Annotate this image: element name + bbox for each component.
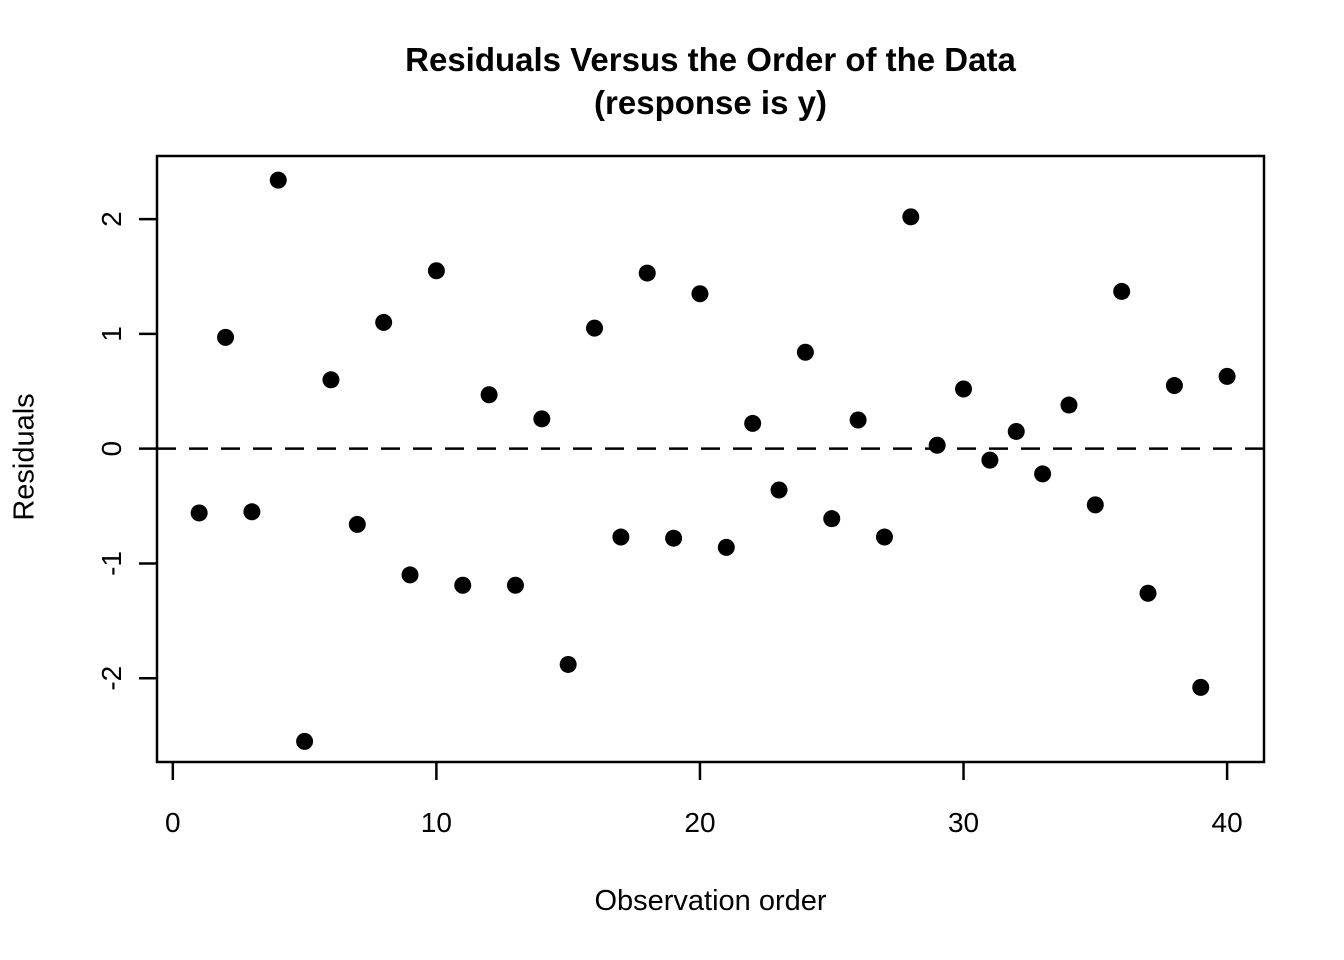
chart-title-line1: Residuals Versus the Order of the Data [405, 41, 1016, 78]
data-point [480, 386, 498, 404]
x-axis-tick-label: 0 [165, 807, 181, 838]
data-point [269, 171, 287, 189]
data-point [1165, 377, 1183, 395]
y-axis-tick-label: 2 [96, 211, 127, 227]
y-axis-tick-label: 1 [96, 326, 127, 342]
data-point [401, 566, 419, 584]
data-point [427, 262, 445, 280]
data-point [586, 319, 604, 337]
data-point [559, 655, 577, 673]
data-point [533, 410, 551, 428]
data-point [1034, 465, 1052, 483]
x-axis-tick-label: 10 [421, 807, 452, 838]
data-point [296, 732, 314, 750]
x-axis-tick-label: 30 [948, 807, 979, 838]
data-point [902, 208, 920, 226]
data-point [875, 528, 893, 546]
data-point [638, 264, 656, 282]
y-axis-tick-label: -1 [96, 551, 127, 576]
data-point [981, 451, 999, 469]
data-point [454, 576, 472, 594]
y-axis-tick-label: -2 [96, 666, 127, 691]
data-point [1007, 422, 1025, 440]
x-axis-tick-label: 20 [684, 807, 715, 838]
chart-title: Residuals Versus the Order of the Data (… [157, 38, 1264, 124]
data-point [1218, 367, 1236, 385]
data-point [955, 380, 973, 398]
data-point [849, 411, 867, 429]
data-point [691, 285, 709, 303]
data-point [348, 515, 366, 533]
data-point [375, 313, 393, 331]
data-point [217, 328, 235, 346]
data-point [665, 529, 683, 547]
data-point [744, 414, 762, 432]
data-point [506, 576, 524, 594]
y-axis-tick-label: 0 [96, 441, 127, 457]
data-point [1086, 496, 1104, 514]
data-point [823, 510, 841, 528]
chart-title-line2: (response is y) [594, 84, 827, 121]
data-point [1060, 396, 1078, 414]
data-point [717, 538, 735, 556]
data-point [322, 371, 340, 389]
x-axis-tick-label: 40 [1212, 807, 1243, 838]
data-point [190, 504, 208, 522]
data-point [770, 481, 788, 499]
data-point [796, 343, 814, 361]
data-point [1192, 678, 1210, 696]
y-axis-label: Residuals [8, 393, 41, 521]
plot-frame [155, 154, 1266, 764]
data-point [243, 503, 261, 521]
x-axis-label: Observation order [594, 885, 827, 917]
data-point [1113, 282, 1131, 300]
data-point [1139, 584, 1157, 602]
data-point [612, 528, 630, 546]
data-point [928, 436, 946, 454]
